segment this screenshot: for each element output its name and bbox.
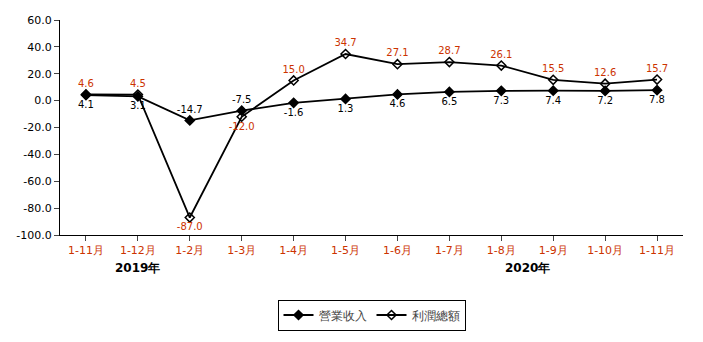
svg-text:-60.0: -60.0 xyxy=(23,175,51,188)
svg-text:4.6: 4.6 xyxy=(78,78,94,89)
svg-text:利潤總額: 利潤總額 xyxy=(412,309,460,323)
svg-text:營業收入: 營業收入 xyxy=(319,309,367,323)
svg-text:-80.0: -80.0 xyxy=(23,202,51,215)
svg-text:15.0: 15.0 xyxy=(282,64,304,75)
svg-text:34.7: 34.7 xyxy=(334,37,356,48)
svg-text:3.1: 3.1 xyxy=(130,100,146,111)
svg-text:12.6: 12.6 xyxy=(594,67,616,78)
svg-text:7.4: 7.4 xyxy=(545,95,561,106)
svg-text:1-11月: 1-11月 xyxy=(68,244,104,257)
svg-text:-100.0: -100.0 xyxy=(16,229,51,242)
svg-text:1-7月: 1-7月 xyxy=(435,244,464,257)
svg-text:26.1: 26.1 xyxy=(490,49,512,60)
svg-text:20.0: 20.0 xyxy=(27,68,52,81)
svg-text:40.0: 40.0 xyxy=(27,41,52,54)
svg-text:6.5: 6.5 xyxy=(441,96,457,107)
svg-text:7.2: 7.2 xyxy=(597,95,613,106)
svg-text:27.1: 27.1 xyxy=(386,47,408,58)
svg-text:-14.7: -14.7 xyxy=(177,104,203,115)
svg-text:1-2月: 1-2月 xyxy=(175,244,204,257)
svg-text:4.1: 4.1 xyxy=(78,99,94,110)
svg-text:4.6: 4.6 xyxy=(390,98,406,109)
svg-text:1-9月: 1-9月 xyxy=(539,244,568,257)
svg-text:2019年: 2019年 xyxy=(115,261,160,275)
svg-text:-1.6: -1.6 xyxy=(284,107,304,118)
svg-text:-12.0: -12.0 xyxy=(229,121,255,132)
svg-text:1-6月: 1-6月 xyxy=(383,244,412,257)
svg-text:0.0: 0.0 xyxy=(34,94,52,107)
svg-text:-7.5: -7.5 xyxy=(232,94,252,105)
svg-text:4.5: 4.5 xyxy=(130,78,146,89)
svg-text:1-10月: 1-10月 xyxy=(587,244,623,257)
svg-text:28.7: 28.7 xyxy=(438,45,460,56)
svg-text:1.3: 1.3 xyxy=(338,103,354,114)
svg-text:15.7: 15.7 xyxy=(646,63,668,74)
svg-text:15.5: 15.5 xyxy=(542,63,564,74)
svg-text:-87.0: -87.0 xyxy=(177,221,203,232)
svg-text:-20.0: -20.0 xyxy=(23,121,51,134)
svg-text:7.3: 7.3 xyxy=(493,95,509,106)
svg-text:1-5月: 1-5月 xyxy=(331,244,360,257)
svg-text:1-8月: 1-8月 xyxy=(487,244,516,257)
svg-text:1-4月: 1-4月 xyxy=(279,244,308,257)
svg-text:1-3月: 1-3月 xyxy=(227,244,256,257)
svg-text:7.8: 7.8 xyxy=(649,94,665,105)
svg-text:1-11月: 1-11月 xyxy=(639,244,675,257)
svg-text:1-12月: 1-12月 xyxy=(120,244,156,257)
svg-text:60.0: 60.0 xyxy=(27,14,52,27)
svg-text:-40.0: -40.0 xyxy=(23,148,51,161)
svg-text:2020年: 2020年 xyxy=(505,261,550,275)
